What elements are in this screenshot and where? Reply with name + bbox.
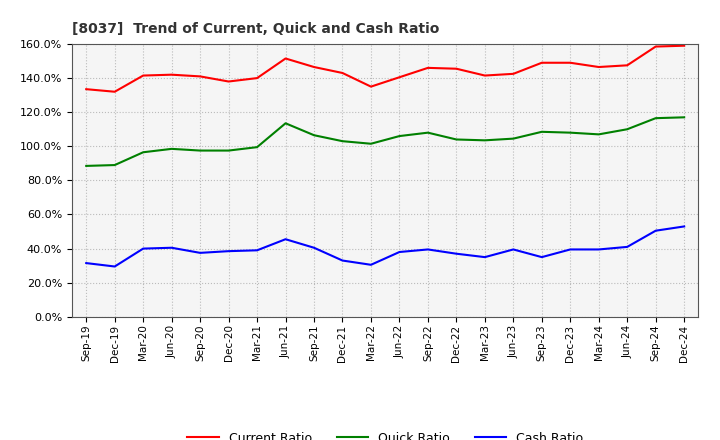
Quick Ratio	[82, 163, 91, 169]
Cash Ratio	[509, 247, 518, 252]
Cash Ratio	[623, 244, 631, 249]
Cash Ratio	[82, 260, 91, 266]
Quick Ratio	[225, 148, 233, 153]
Cash Ratio	[282, 237, 290, 242]
Cash Ratio	[110, 264, 119, 269]
Quick Ratio	[423, 130, 432, 136]
Current Ratio	[566, 60, 575, 66]
Cash Ratio	[595, 247, 603, 252]
Current Ratio	[110, 89, 119, 94]
Quick Ratio	[253, 144, 261, 150]
Cash Ratio	[253, 248, 261, 253]
Current Ratio	[595, 64, 603, 70]
Cash Ratio	[680, 224, 688, 229]
Quick Ratio	[452, 137, 461, 142]
Legend: Current Ratio, Quick Ratio, Cash Ratio: Current Ratio, Quick Ratio, Cash Ratio	[182, 427, 588, 440]
Quick Ratio	[110, 162, 119, 168]
Current Ratio	[537, 60, 546, 66]
Current Ratio	[480, 73, 489, 78]
Cash Ratio	[338, 258, 347, 263]
Current Ratio	[82, 87, 91, 92]
Cash Ratio	[566, 247, 575, 252]
Current Ratio	[338, 70, 347, 76]
Quick Ratio	[139, 150, 148, 155]
Quick Ratio	[566, 130, 575, 136]
Quick Ratio	[595, 132, 603, 137]
Quick Ratio	[680, 115, 688, 120]
Current Ratio	[652, 44, 660, 49]
Quick Ratio	[310, 132, 318, 138]
Current Ratio	[167, 72, 176, 77]
Quick Ratio	[509, 136, 518, 141]
Current Ratio	[366, 84, 375, 89]
Current Ratio	[395, 75, 404, 80]
Quick Ratio	[366, 141, 375, 147]
Quick Ratio	[537, 129, 546, 135]
Cash Ratio	[652, 228, 660, 233]
Current Ratio	[623, 62, 631, 68]
Line: Current Ratio: Current Ratio	[86, 46, 684, 92]
Current Ratio	[225, 79, 233, 84]
Current Ratio	[509, 71, 518, 77]
Cash Ratio	[537, 254, 546, 260]
Cash Ratio	[196, 250, 204, 256]
Current Ratio	[139, 73, 148, 78]
Quick Ratio	[623, 127, 631, 132]
Cash Ratio	[452, 251, 461, 257]
Quick Ratio	[282, 121, 290, 126]
Cash Ratio	[480, 254, 489, 260]
Cash Ratio	[366, 262, 375, 268]
Quick Ratio	[167, 146, 176, 151]
Text: [8037]  Trend of Current, Quick and Cash Ratio: [8037] Trend of Current, Quick and Cash …	[72, 22, 439, 36]
Quick Ratio	[338, 139, 347, 144]
Quick Ratio	[395, 133, 404, 139]
Current Ratio	[680, 43, 688, 48]
Line: Cash Ratio: Cash Ratio	[86, 227, 684, 267]
Current Ratio	[253, 76, 261, 81]
Cash Ratio	[310, 245, 318, 250]
Current Ratio	[282, 56, 290, 61]
Quick Ratio	[196, 148, 204, 153]
Cash Ratio	[225, 249, 233, 254]
Cash Ratio	[167, 245, 176, 250]
Quick Ratio	[480, 138, 489, 143]
Current Ratio	[196, 74, 204, 79]
Cash Ratio	[423, 247, 432, 252]
Cash Ratio	[395, 249, 404, 255]
Line: Quick Ratio: Quick Ratio	[86, 117, 684, 166]
Current Ratio	[310, 64, 318, 70]
Current Ratio	[423, 65, 432, 70]
Current Ratio	[452, 66, 461, 71]
Cash Ratio	[139, 246, 148, 251]
Quick Ratio	[652, 116, 660, 121]
